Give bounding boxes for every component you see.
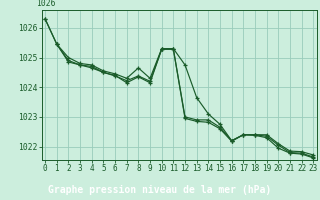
Text: Graphe pression niveau de la mer (hPa): Graphe pression niveau de la mer (hPa) xyxy=(48,185,272,195)
Text: 1026: 1026 xyxy=(36,0,56,8)
